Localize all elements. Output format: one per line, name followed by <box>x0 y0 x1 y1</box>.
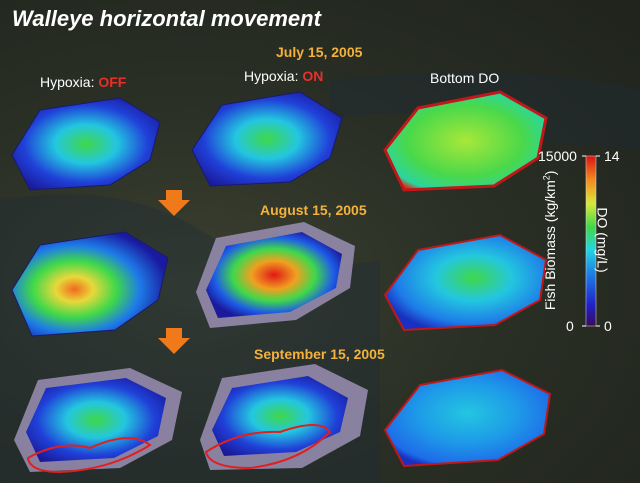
lake-map-off-july <box>11 97 161 191</box>
legend-do-max: 14 <box>604 148 620 164</box>
hypoxia-outline-off <box>26 437 152 474</box>
hypoxia-on-prefix: Hypoxia: <box>244 68 303 84</box>
lake-map-off-august <box>11 231 169 337</box>
date-label-july: July 15, 2005 <box>276 44 363 60</box>
date-label-august: August 15, 2005 <box>260 202 367 218</box>
hypoxia-off-prefix: Hypoxia: <box>40 74 99 90</box>
lake-map-on-september <box>212 376 348 456</box>
lake-map-do-september <box>383 368 552 468</box>
legend-do-min: 0 <box>604 318 612 334</box>
biomass-label-text: Fish Biomass (kg/km <box>542 180 559 311</box>
biomass-label-sup: 2 <box>541 175 552 181</box>
hypoxia-outline-on <box>204 424 332 470</box>
column-label-bottom-do: Bottom DO <box>430 70 500 86</box>
down-arrow-1 <box>158 190 190 216</box>
date-label-september: September 15, 2005 <box>254 346 385 362</box>
legend-biomass-label: Fish Biomass (kg/km2) <box>541 171 558 311</box>
column-label-hypoxia-off: Hypoxia: OFF <box>40 74 126 90</box>
legend-biomass-max: 15000 <box>538 148 577 164</box>
legend-biomass-min: 0 <box>566 318 574 334</box>
colorbar <box>585 155 597 327</box>
column-label-hypoxia-on: Hypoxia: ON <box>244 68 323 84</box>
lake-map-do-august <box>383 233 548 332</box>
lake-map-on-august <box>206 232 342 318</box>
lake-map-off-september <box>26 378 166 462</box>
hypoxia-off-state: OFF <box>98 74 127 90</box>
lake-map-on-july <box>191 91 343 187</box>
biomass-label-close: ) <box>542 170 559 176</box>
lake-map-do-july <box>383 90 548 192</box>
figure-title: Walleye horizontal movement <box>12 6 321 31</box>
legend-do-label: DO (mg/L) <box>594 207 611 273</box>
down-arrow-2 <box>158 328 190 354</box>
hypoxia-on-state: ON <box>302 68 324 84</box>
